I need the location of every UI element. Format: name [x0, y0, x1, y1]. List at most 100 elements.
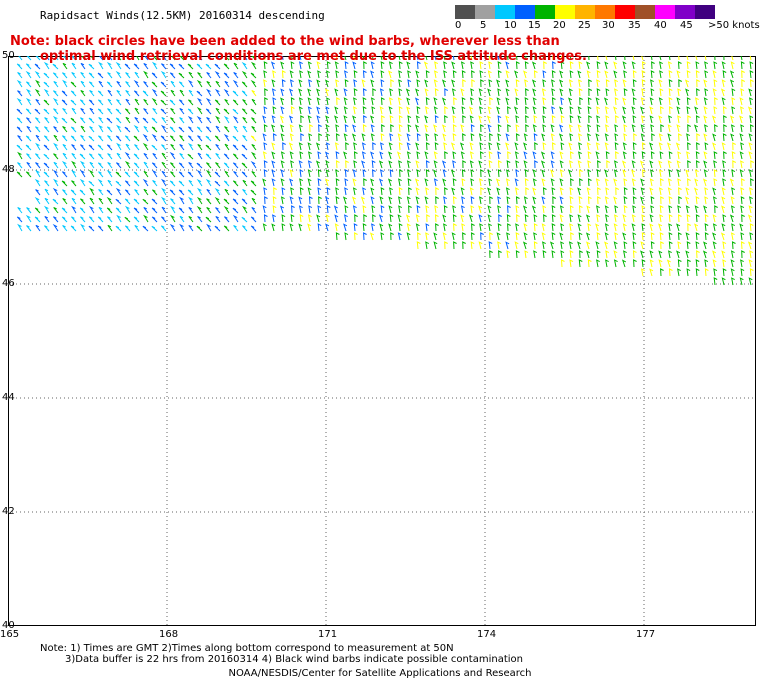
wind-barb: [460, 151, 465, 160]
wind-barb: [588, 88, 593, 97]
wind-barb: [289, 223, 294, 232]
wind-barb: [713, 106, 718, 115]
wind-barb: [524, 178, 529, 187]
wind-barb: [179, 196, 185, 205]
wind-barb: [542, 79, 547, 88]
wind-barb: [479, 61, 484, 70]
wind-barb: [161, 216, 167, 223]
wind-barb: [739, 133, 744, 142]
wind-barb: [659, 88, 664, 97]
wind-barb: [35, 162, 41, 169]
wind-barb: [514, 151, 519, 160]
wind-barb: [187, 63, 194, 70]
wind-barb: [115, 117, 122, 124]
wind-barb: [16, 63, 23, 70]
wind-barb: [98, 206, 104, 214]
wind-barb: [280, 61, 285, 70]
wind-barb: [442, 133, 447, 142]
wind-barb: [398, 223, 403, 232]
wind-barb: [223, 153, 230, 160]
wind-barb: [579, 169, 583, 178]
wind-barb: [308, 56, 311, 61]
wind-barb: [686, 106, 691, 115]
wind-barb: [424, 196, 429, 205]
wind-barb: [740, 88, 745, 97]
wind-barb: [462, 133, 466, 142]
wind-barb: [344, 178, 349, 187]
wind-barb: [214, 88, 221, 97]
wind-barb: [170, 80, 176, 88]
wind-barb: [659, 214, 664, 223]
wind-barb: [479, 106, 483, 115]
wind-barb: [188, 215, 194, 223]
wind-barb: [488, 61, 493, 70]
wind-barb: [579, 97, 583, 106]
wind-barb: [586, 70, 591, 79]
wind-barb: [44, 117, 50, 124]
wind-barb: [61, 180, 68, 187]
wind-barb: [223, 72, 230, 79]
wind-barb: [712, 142, 717, 151]
wind-barb: [205, 153, 212, 160]
wind-barb: [415, 187, 420, 196]
wind-barb: [80, 117, 86, 124]
wind-barb: [550, 169, 555, 178]
wind-barb: [531, 61, 537, 70]
wind-barb: [613, 169, 618, 178]
wind-barb: [406, 142, 411, 151]
wind-barb: [687, 178, 691, 187]
wind-barb: [307, 214, 312, 223]
wind-barb: [533, 250, 538, 259]
wind-barb: [80, 89, 86, 97]
wind-barb: [263, 106, 268, 115]
wind-barb: [704, 61, 709, 70]
wind-barb: [686, 241, 691, 250]
wind-barb: [551, 223, 556, 232]
wind-barb: [525, 187, 530, 196]
wind-barb: [116, 89, 122, 97]
wind-barb: [98, 117, 104, 124]
wind-barb: [116, 152, 122, 160]
wind-barb: [525, 106, 529, 115]
wind-barb: [660, 241, 664, 250]
wind-barb: [53, 90, 59, 97]
wind-barb: [623, 205, 628, 214]
wind-barb: [142, 142, 149, 151]
wind-barb: [666, 259, 671, 268]
wind-barb: [623, 88, 628, 97]
wind-barb: [632, 79, 637, 88]
wind-barb: [595, 178, 600, 187]
wind-barb: [713, 268, 718, 277]
wind-barb: [223, 108, 230, 115]
wind-barb: [80, 223, 86, 232]
wind-barb: [335, 160, 340, 169]
legend-swatch: [475, 5, 495, 19]
wind-barb: [142, 198, 149, 205]
wind-barb: [640, 124, 645, 133]
wind-barb: [214, 99, 221, 106]
wind-barb: [262, 133, 267, 142]
wind-barb: [462, 232, 466, 241]
wind-barb: [469, 160, 474, 169]
wind-barb: [106, 189, 113, 196]
wind-barb: [506, 214, 511, 223]
wind-barb: [425, 232, 430, 241]
wind-barb: [97, 216, 104, 223]
wind-barb: [604, 70, 609, 79]
wind-barb: [640, 196, 645, 205]
legend-label: >50 knots: [708, 20, 760, 31]
wind-barb: [604, 61, 609, 70]
wind-barb: [223, 180, 230, 187]
wind-barb: [676, 70, 681, 79]
wind-barb: [288, 115, 294, 124]
wind-barb: [232, 144, 239, 151]
wind-barb: [161, 116, 167, 124]
wind-barb: [271, 115, 276, 124]
wind-barb: [696, 133, 701, 142]
wind-barb: [196, 169, 203, 178]
wind-barb: [721, 277, 726, 286]
wind-barb: [290, 160, 295, 169]
wind-barb: [206, 188, 212, 196]
wind-barb: [459, 142, 465, 151]
wind-barb: [721, 196, 726, 205]
